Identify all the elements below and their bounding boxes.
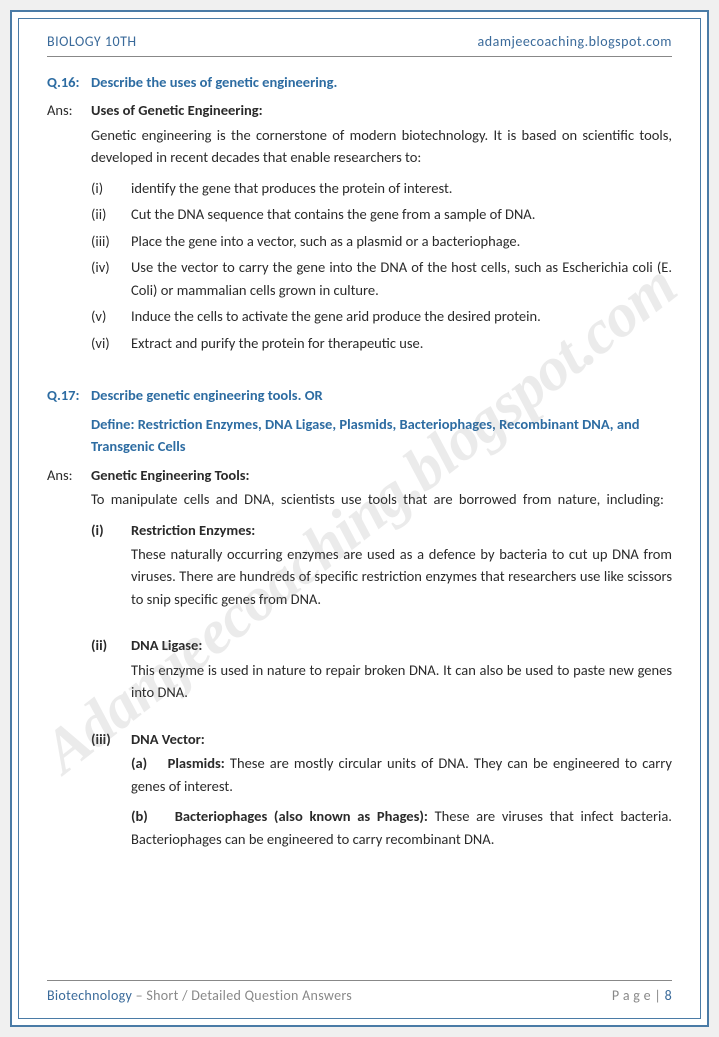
question-17: Q.17: Describe genetic engineering tools…	[47, 384, 672, 874]
vector-bacteriophages: (b) Bacteriophages (also known as Phages…	[131, 805, 672, 850]
list-num: (ii)	[91, 203, 131, 225]
list-text: Place the gene into a vector, such as a …	[131, 230, 672, 252]
header-right: adamjeecoaching.blogspot.com	[478, 33, 672, 50]
sub-bold: Plasmids:	[168, 754, 225, 772]
list-num: (i)	[91, 177, 131, 199]
q16-text: Describe the uses of genetic engineering…	[91, 71, 672, 93]
list-text: Cut the DNA sequence that contains the g…	[131, 203, 672, 225]
q17-ans-label: Ans:	[47, 464, 91, 875]
tool-num: (ii)	[91, 634, 131, 711]
tool-body: These naturally occurring enzymes are us…	[131, 543, 672, 610]
tool-dna-ligase: (ii) DNA Ligase: This enzyme is used in …	[91, 634, 672, 711]
content: Q.16: Describe the uses of genetic engin…	[47, 71, 672, 980]
list-num: (v)	[91, 305, 131, 327]
vector-plasmids: (a) Plasmids: These are mostly circular …	[131, 752, 672, 797]
tool-dna-vector: (iii) DNA Vector: (a) Plasmids: These ar…	[91, 728, 672, 858]
sub-bold: Bacteriophages (also known as Phages):	[175, 807, 428, 825]
q16-ans-label: Ans:	[47, 99, 91, 358]
footer-page: P a g e | 8	[612, 987, 672, 1004]
tool-title: DNA Vector:	[131, 728, 672, 750]
q17-answer: Genetic Engineering Tools: To manipulate…	[91, 464, 672, 875]
q16-list: (i)identify the gene that produces the p…	[91, 177, 672, 354]
page-footer: Biotechnology – Short / Detailed Questio…	[47, 980, 672, 1004]
list-text: Use the vector to carry the gene into th…	[131, 256, 672, 301]
tool-title: Restriction Enzymes:	[131, 519, 672, 541]
page-header: BIOLOGY 10TH adamjeecoaching.blogspot.co…	[47, 33, 672, 57]
q17-subtext: Define: Restriction Enzymes, DNA Ligase,…	[91, 413, 672, 458]
tool-num: (i)	[91, 519, 131, 619]
q17-text: Describe genetic engineering tools. OR	[91, 384, 672, 406]
inner-border: Adamjeecoaching.blogspot.com BIOLOGY 10T…	[18, 18, 701, 1019]
tool-restriction-enzymes: (i) Restriction Enzymes: These naturally…	[91, 519, 672, 619]
footer-desc: – Short / Detailed Question Answers	[132, 987, 352, 1004]
list-text: Induce the cells to activate the gene ar…	[131, 305, 672, 327]
page-label: P a g e |	[612, 987, 665, 1004]
spacer	[47, 413, 91, 458]
tool-body: This enzyme is used in nature to repair …	[131, 659, 672, 704]
q17-ans-heading: Genetic Engineering Tools:	[91, 464, 672, 486]
list-text: identify the gene that produces the prot…	[131, 177, 672, 199]
list-num: (iv)	[91, 256, 131, 301]
header-left: BIOLOGY 10TH	[47, 33, 137, 50]
tool-title: DNA Ligase:	[131, 634, 672, 656]
page: Adamjeecoaching.blogspot.com BIOLOGY 10T…	[10, 10, 709, 1027]
page-number: 8	[665, 987, 672, 1004]
footer-subject: Biotechnology	[47, 987, 132, 1004]
q17-number: Q.17:	[47, 384, 91, 406]
q16-intro: Genetic engineering is the cornerstone o…	[91, 124, 672, 169]
q16-ans-heading: Uses of Genetic Engineering:	[91, 99, 672, 121]
q17-intro: To manipulate cells and DNA, scientists …	[91, 488, 672, 510]
footer-left: Biotechnology – Short / Detailed Questio…	[47, 987, 352, 1004]
q16-number: Q.16:	[47, 71, 91, 93]
list-num: (vi)	[91, 332, 131, 354]
sub-num: (b)	[131, 807, 148, 825]
q16-answer: Uses of Genetic Engineering: Genetic eng…	[91, 99, 672, 358]
list-num: (iii)	[91, 230, 131, 252]
list-text: Extract and purify the protein for thera…	[131, 332, 672, 354]
sub-num: (a)	[131, 754, 147, 772]
question-16: Q.16: Describe the uses of genetic engin…	[47, 71, 672, 358]
tool-num: (iii)	[91, 728, 131, 858]
